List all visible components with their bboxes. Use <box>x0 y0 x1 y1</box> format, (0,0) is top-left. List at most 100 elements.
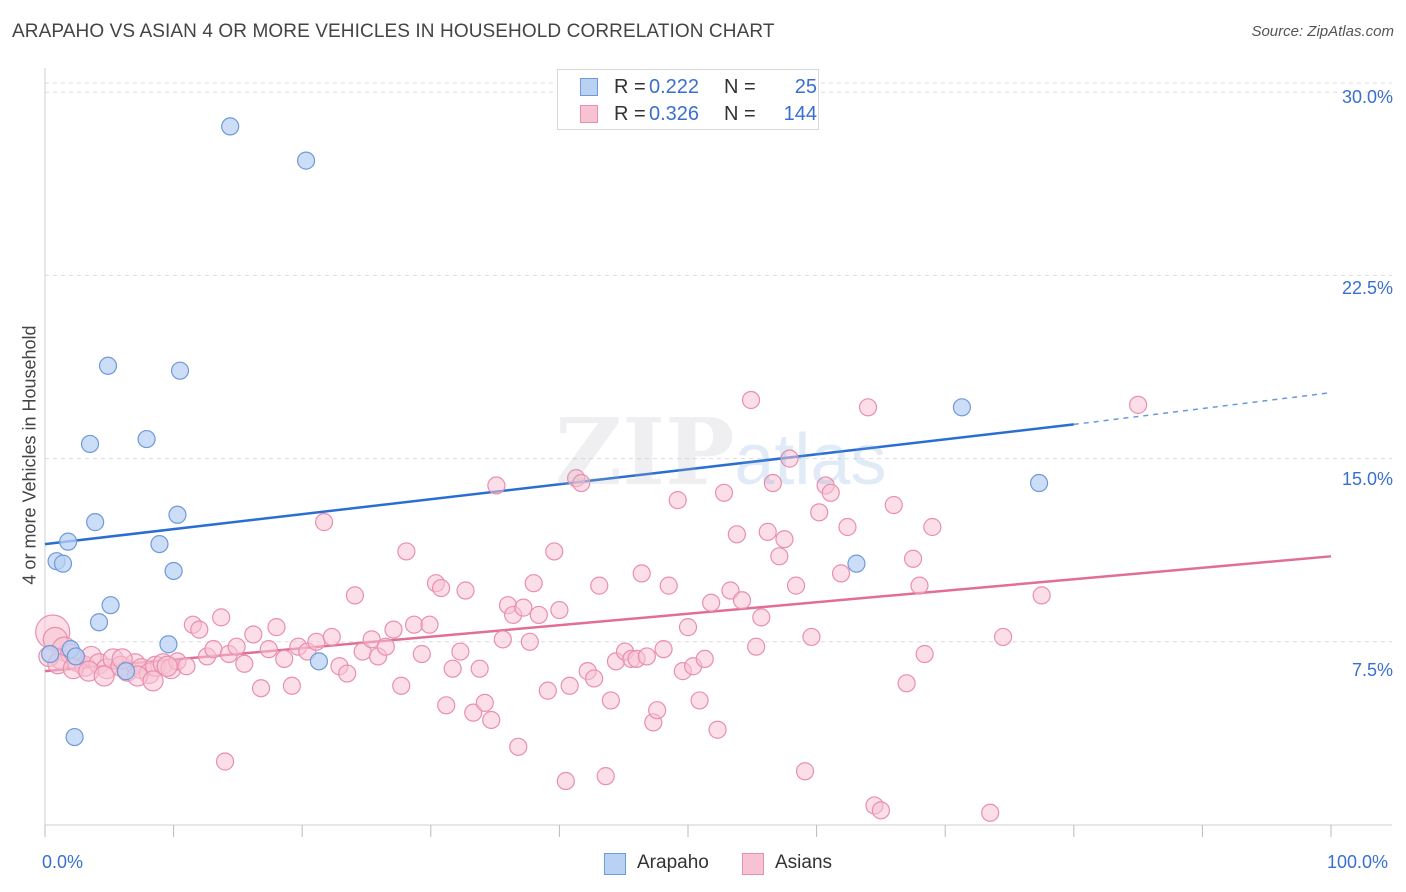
asian-points <box>35 390 1148 822</box>
watermark-zip: ZIP <box>555 398 735 506</box>
arapaho-point <box>98 356 118 375</box>
arapaho-point <box>116 662 136 681</box>
arapaho-point <box>952 398 972 417</box>
asian-point <box>322 627 341 647</box>
asian-point <box>747 637 766 656</box>
n-label: N = <box>724 76 756 98</box>
asian-point <box>550 600 569 620</box>
asian-point <box>871 801 891 820</box>
asian-point <box>831 564 851 583</box>
y-tick-label: 7.5% <box>1351 660 1393 680</box>
arapaho-point <box>168 505 187 524</box>
asian-point <box>560 676 579 695</box>
asian-point <box>659 576 678 595</box>
asian-point <box>695 649 714 669</box>
arapaho-point <box>59 532 78 551</box>
arapaho-point <box>164 561 183 581</box>
y-tick-label: 15.0% <box>1341 469 1393 489</box>
asian-point <box>648 701 667 720</box>
arapaho-point <box>847 554 866 573</box>
arapaho-point <box>309 652 329 671</box>
arapaho-point <box>101 596 120 615</box>
trend-lines <box>44 391 1332 673</box>
asian-point <box>524 574 543 593</box>
r-value: 0.222 <box>649 76 700 98</box>
asian-point <box>632 564 651 583</box>
asian-point <box>204 640 223 659</box>
grid-lines <box>45 82 1392 643</box>
asian-point <box>538 681 557 700</box>
asian-point <box>585 669 604 688</box>
asian-point <box>392 676 411 695</box>
asian-point <box>572 473 591 493</box>
asian-point <box>596 767 615 786</box>
asian-point <box>993 627 1013 647</box>
asian-point <box>529 605 548 625</box>
arapaho-point <box>137 429 156 449</box>
asian-point <box>770 547 789 566</box>
asian-point <box>412 644 431 664</box>
asian-point <box>212 608 231 627</box>
asian-point <box>721 581 740 600</box>
watermark: ZIPatlas <box>555 398 886 506</box>
asian-point <box>1128 395 1148 414</box>
y-axis-label: 4 or more Vehicles in Household <box>19 325 40 585</box>
arapaho-point <box>1029 473 1049 493</box>
asian-point <box>451 642 470 661</box>
r-label: R = <box>614 76 646 98</box>
asian-point <box>545 542 564 561</box>
asian-point <box>384 620 403 639</box>
arapaho-point <box>41 644 60 664</box>
r-value: 0.326 <box>649 103 700 125</box>
asian-point <box>858 398 878 417</box>
asian-point <box>420 615 439 634</box>
asian-point <box>514 598 533 617</box>
asian-point <box>763 473 782 493</box>
asian-point <box>142 670 164 692</box>
arapaho-point <box>296 151 316 170</box>
arapaho-point <box>66 647 85 666</box>
asian-point <box>93 665 115 687</box>
asian-point <box>601 691 620 710</box>
asian-point <box>464 703 483 722</box>
asian-point <box>156 655 178 677</box>
asian-point <box>259 640 278 659</box>
asian-point <box>795 762 815 781</box>
asian-point <box>431 578 451 598</box>
asian-point <box>362 630 381 649</box>
asian-point <box>981 803 1000 822</box>
asian-point <box>482 710 501 730</box>
asian-point <box>275 649 294 669</box>
arapaho-point <box>53 554 73 573</box>
arapaho-trend-line <box>44 423 1074 546</box>
asian-point <box>786 576 806 595</box>
asian-point <box>732 591 752 610</box>
n-value: 144 <box>783 103 817 125</box>
r-label: R = <box>614 103 646 125</box>
asian-point <box>404 615 424 634</box>
chart-title: ARAPAHO VS ASIAN 4 OR MORE VEHICLES IN H… <box>12 21 775 42</box>
asian-point <box>251 679 271 698</box>
asian-point <box>493 630 512 649</box>
asian-point <box>741 390 761 410</box>
asian-point <box>397 542 416 561</box>
asian-point <box>915 644 934 664</box>
asian-point <box>654 640 673 659</box>
asian-point <box>810 503 829 522</box>
asian-point <box>227 637 246 656</box>
asian-point <box>702 593 721 612</box>
asian-point <box>668 491 687 510</box>
arapaho-point <box>86 513 105 532</box>
asian-legend-label: Asians <box>775 852 833 873</box>
asian-point <box>556 771 575 791</box>
arapaho-swatch <box>580 78 598 96</box>
asian-point <box>177 657 196 676</box>
n-label: N = <box>724 103 756 125</box>
arapaho-point <box>65 727 84 747</box>
asian-point <box>775 530 794 549</box>
asian-point <box>509 737 528 756</box>
asian-point <box>802 627 821 647</box>
asian-point <box>903 549 923 568</box>
asian-point <box>338 664 357 683</box>
